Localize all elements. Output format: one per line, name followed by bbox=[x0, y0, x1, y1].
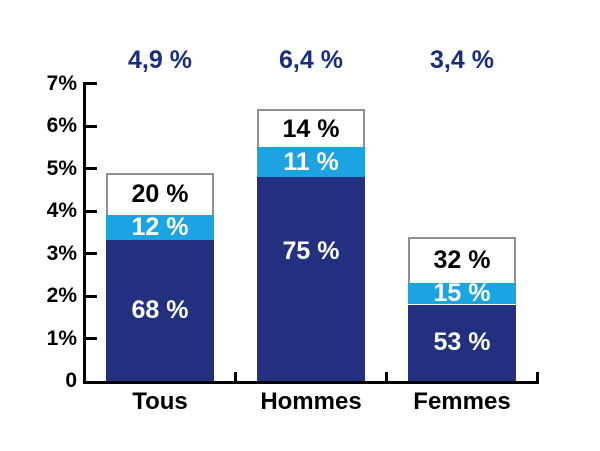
bar-segment-white-segment: 20 % bbox=[106, 172, 214, 215]
x-axis-line bbox=[83, 381, 539, 384]
y-axis-tick-label: 7% bbox=[46, 71, 77, 95]
x-axis-tick bbox=[384, 372, 388, 381]
y-axis-tick-label: 2% bbox=[46, 284, 77, 308]
y-axis-tick-label: 4% bbox=[46, 199, 77, 223]
y-axis-tick bbox=[83, 124, 97, 128]
bar-segment-light-blue-segment: 15 % bbox=[408, 279, 516, 308]
y-axis-line bbox=[83, 82, 86, 384]
category-label: Hommes bbox=[260, 388, 362, 415]
segment-value-label: 75 % bbox=[282, 236, 340, 265]
y-axis-tick-label: 1% bbox=[46, 326, 77, 350]
y-axis-tick-label: 5% bbox=[46, 156, 77, 180]
bar-segment-dark-blue-segment: 68 % bbox=[106, 239, 214, 381]
segment-value-label: 20 % bbox=[131, 180, 189, 209]
y-axis-tick-label: 6% bbox=[46, 114, 77, 138]
y-axis-tick bbox=[83, 82, 97, 86]
segment-value-label: 68 % bbox=[131, 295, 189, 324]
segment-value-label: 14 % bbox=[282, 114, 340, 143]
segment-value-label: 12 % bbox=[131, 212, 189, 241]
y-axis-tick bbox=[83, 337, 97, 341]
bar-segment-dark-blue-segment: 53 % bbox=[408, 304, 516, 381]
bar-segment-light-blue-segment: 12 % bbox=[106, 212, 214, 241]
segment-value-label: 53 % bbox=[433, 328, 491, 357]
y-axis-tick bbox=[83, 252, 97, 256]
x-axis-tick bbox=[233, 372, 237, 381]
bar-total-label: 4,9 % bbox=[128, 46, 192, 74]
y-axis-tick bbox=[83, 167, 97, 171]
bar-segment-dark-blue-segment: 75 % bbox=[257, 177, 365, 381]
category-label: Tous bbox=[132, 388, 188, 415]
bar-total-label: 6,4 % bbox=[279, 46, 343, 74]
bar-segment-white-segment: 32 % bbox=[408, 236, 516, 283]
y-axis-tick bbox=[83, 294, 97, 298]
y-axis-tick-label: 3% bbox=[46, 241, 77, 265]
y-axis-tick-label: 0 bbox=[65, 369, 77, 392]
category-label: Femmes bbox=[413, 388, 511, 415]
segment-value-label: 32 % bbox=[433, 246, 491, 275]
segment-value-label: 15 % bbox=[433, 279, 491, 308]
segment-value-label: 11 % bbox=[283, 147, 339, 176]
y-axis-tick bbox=[83, 209, 97, 213]
bar-segment-white-segment: 14 % bbox=[257, 109, 365, 148]
x-axis-tick bbox=[535, 372, 539, 381]
bar-segment-light-blue-segment: 11 % bbox=[257, 147, 365, 178]
bar-total-label: 3,4 % bbox=[430, 46, 494, 74]
